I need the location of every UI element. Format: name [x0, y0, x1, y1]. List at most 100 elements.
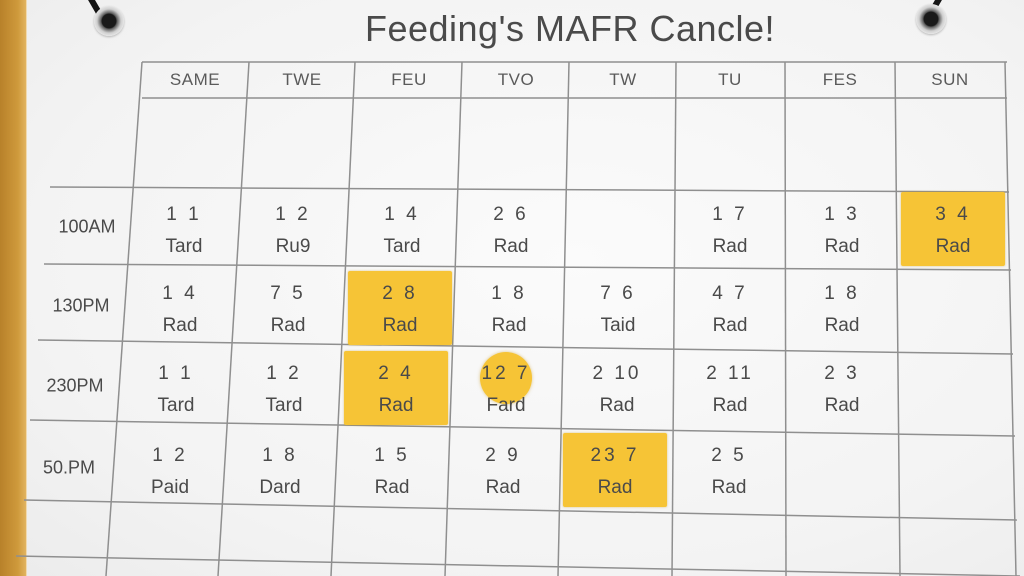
- day-header-tw: TW: [609, 70, 637, 89]
- cell-number: 1 2: [152, 445, 188, 466]
- schedule-cell[interactable]: 4 7 Rad: [712, 278, 747, 342]
- cell-label: Ru9: [275, 236, 311, 257]
- cell-label: Rad: [935, 236, 971, 257]
- cell-label: Rad: [597, 477, 633, 498]
- cell-label: Fard: [486, 395, 526, 416]
- cell-label: Taid: [600, 315, 636, 336]
- cell-label: Rad: [599, 395, 635, 416]
- cell-label: Rad: [824, 315, 860, 336]
- cell-number: 4 7: [712, 283, 748, 304]
- cell-label: Tard: [165, 236, 203, 257]
- cell-number: 2 6: [493, 204, 529, 225]
- cell-number: 1 7: [712, 204, 748, 225]
- schedule-cell[interactable]: 1 3 Rad: [824, 199, 859, 263]
- schedule-cell[interactable]: 1 1 Tard: [158, 358, 195, 422]
- schedule-cell[interactable]: 2 5 Rad: [711, 440, 746, 504]
- day-header-tvo: TVO: [497, 70, 535, 89]
- schedule-cell[interactable]: 1 2 Ru9: [275, 199, 310, 263]
- cell-label: Rad: [162, 315, 198, 336]
- cell-number: 1 2: [266, 363, 302, 384]
- day-header-twe: TWE: [282, 70, 322, 89]
- cell-number: 1 5: [374, 445, 410, 466]
- schedule-cell[interactable]: 1 8 Rad: [491, 278, 526, 342]
- schedule-cell[interactable]: 1 2 Tard: [266, 358, 303, 422]
- cell-label: Tard: [383, 236, 421, 257]
- schedule-cell[interactable]: 1 8 Dard: [259, 440, 300, 504]
- cell-number: 1 8: [262, 445, 298, 466]
- cell-number: 2 8: [382, 283, 418, 304]
- cell-number: 1 4: [384, 204, 420, 225]
- schedule-cell[interactable]: 1 8 Rad: [824, 278, 859, 342]
- binder-ring-left: [94, 6, 124, 36]
- day-header-same: SAME: [169, 70, 221, 89]
- cell-label: Rad: [493, 236, 529, 257]
- highlight-box: [563, 433, 667, 507]
- cell-label: Tard: [265, 395, 303, 416]
- schedule-cell[interactable]: 1 5 Rad: [374, 440, 409, 504]
- calendar-title: Feeding's MAFR Cancle!: [364, 8, 776, 49]
- cell-label: Rad: [491, 315, 527, 336]
- schedule-cell[interactable]: 12 7 Fard: [482, 358, 531, 422]
- highlight-circle: [480, 352, 532, 404]
- cell-label: Rad: [270, 315, 306, 336]
- cell-label: Rad: [378, 395, 414, 416]
- schedule-cell[interactable]: 2 3 Rad: [824, 358, 859, 422]
- cell-label: Rad: [382, 315, 418, 336]
- schedule-cell[interactable]: 23 7 Rad: [591, 440, 640, 504]
- cell-label: Rad: [712, 395, 748, 416]
- time-label: 130PM: [52, 295, 110, 316]
- cell-number: 1 8: [824, 283, 860, 304]
- cell-label: Rad: [824, 395, 860, 416]
- schedule-cell[interactable]: 2 8 Rad: [382, 278, 417, 342]
- cell-number: 2 9: [485, 445, 521, 466]
- schedule-cell[interactable]: 1 4 Rad: [162, 278, 197, 342]
- schedule-cell[interactable]: 2 9 Rad: [485, 440, 520, 504]
- cell-label: Rad: [824, 236, 860, 257]
- schedule-cell[interactable]: 2 11 Rad: [706, 358, 754, 422]
- schedule-cell[interactable]: 2 6 Rad: [493, 199, 528, 263]
- cell-number: 1 3: [824, 204, 860, 225]
- time-label: 50.PM: [42, 457, 96, 478]
- cell-number: 12 7: [481, 363, 531, 384]
- schedule-cell[interactable]: 2 4 Rad: [378, 358, 413, 422]
- cell-label: Rad: [485, 477, 521, 498]
- cell-number: 23 7: [590, 445, 640, 466]
- highlight-box: [901, 192, 1005, 266]
- calendar-sheet: [27, 0, 1024, 576]
- schedule-cell[interactable]: 1 2 Paid: [151, 440, 189, 504]
- cell-label: Tard: [157, 395, 195, 416]
- time-label: 230PM: [46, 375, 104, 396]
- cell-number: 2 4: [378, 363, 414, 384]
- cell-label: Rad: [711, 477, 747, 498]
- time-label: 100AM: [58, 216, 116, 237]
- cell-number: 2 11: [706, 363, 754, 384]
- schedule-cell[interactable]: 3 4 Rad: [935, 199, 970, 263]
- cell-label: Rad: [712, 236, 748, 257]
- highlight-box: [348, 271, 452, 345]
- binder-ring-right: [916, 4, 946, 34]
- schedule-cell[interactable]: 1 1 Tard: [166, 199, 203, 263]
- cell-number: 2 10: [592, 363, 642, 384]
- day-header-feu: FEU: [391, 70, 427, 89]
- schedule-cell[interactable]: 7 6 Taid: [600, 278, 635, 342]
- cell-number: 1 8: [491, 283, 527, 304]
- cell-number: 1 2: [275, 204, 311, 225]
- cell-label: Dard: [259, 477, 301, 498]
- cell-number: 2 5: [711, 445, 747, 466]
- schedule-cell[interactable]: 1 7 Rad: [712, 199, 747, 263]
- schedule-cell[interactable]: 2 10 Rad: [593, 358, 642, 422]
- cell-number: 1 4: [162, 283, 198, 304]
- schedule-cell[interactable]: 7 5 Rad: [270, 278, 305, 342]
- cell-number: 2 3: [824, 363, 860, 384]
- day-header-sun: SUN: [931, 70, 969, 89]
- cell-label: Rad: [374, 477, 410, 498]
- day-header-tu: TU: [718, 70, 742, 89]
- cell-number: 1 1: [166, 204, 202, 225]
- schedule-cell[interactable]: 1 4 Tard: [384, 199, 421, 263]
- cell-number: 7 6: [600, 283, 636, 304]
- day-header-fes: FES: [822, 70, 858, 89]
- cell-label: Rad: [712, 315, 748, 336]
- highlight-box: [344, 351, 448, 425]
- cell-number: 7 5: [270, 283, 306, 304]
